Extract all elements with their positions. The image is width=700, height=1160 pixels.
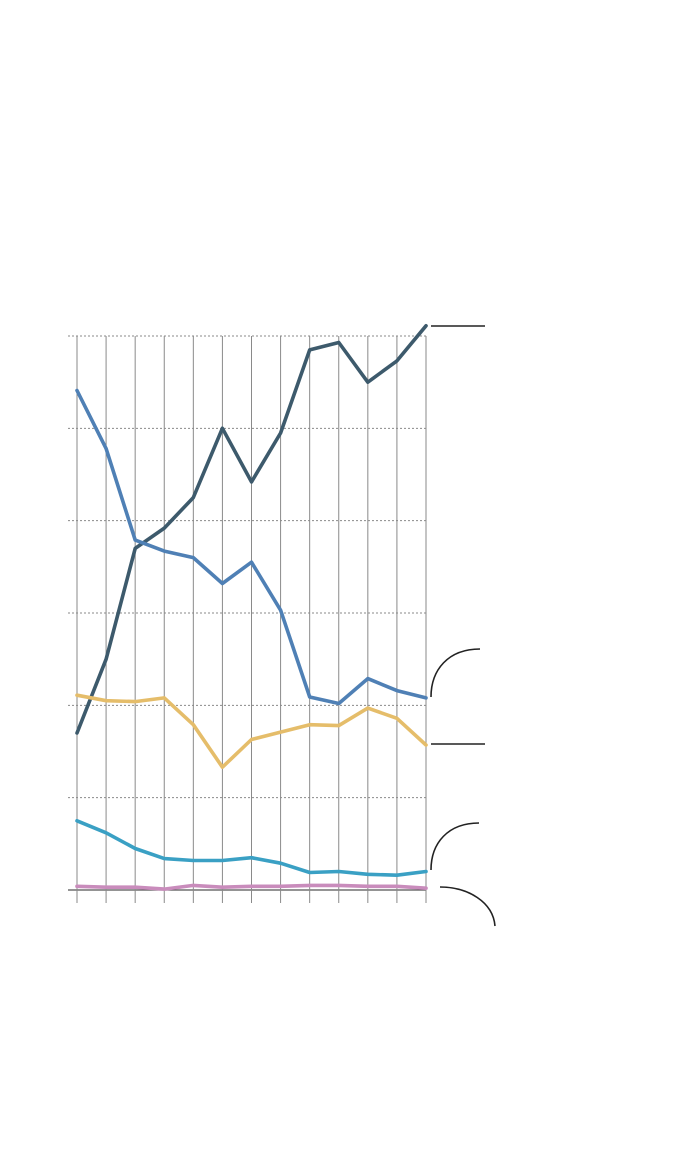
leader-line-series-4 bbox=[430, 822, 480, 871]
series-line-3 bbox=[75, 693, 428, 770]
horizontal-gridlines bbox=[68, 335, 426, 891]
series-line-4 bbox=[75, 818, 428, 878]
leader-line-series-5 bbox=[439, 886, 496, 927]
label-leader-lines bbox=[430, 325, 496, 927]
series-lines bbox=[75, 323, 428, 891]
series-line-5 bbox=[75, 883, 428, 891]
series-line-1 bbox=[75, 323, 428, 735]
vertical-gridlines bbox=[76, 336, 427, 903]
leader-line-series-2 bbox=[430, 648, 481, 698]
series-line-2 bbox=[75, 388, 428, 706]
